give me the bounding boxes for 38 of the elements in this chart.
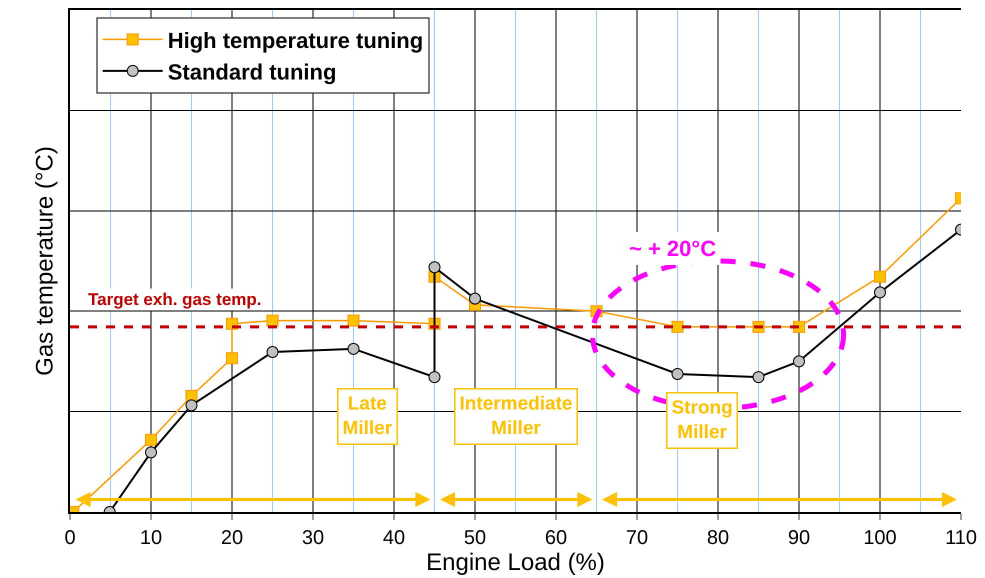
x-tick-label: 80 bbox=[706, 527, 730, 549]
point bbox=[266, 346, 278, 358]
point bbox=[145, 446, 157, 458]
legend-label: Standard tuning bbox=[168, 60, 336, 85]
x-tick-label: 10 bbox=[140, 527, 162, 549]
annotation: ~ + 20°C bbox=[629, 236, 716, 261]
point bbox=[348, 314, 360, 327]
point bbox=[226, 352, 238, 364]
point bbox=[348, 342, 360, 355]
x-tick-label: 50 bbox=[464, 527, 486, 549]
point bbox=[672, 320, 684, 333]
point bbox=[874, 270, 886, 283]
point bbox=[145, 434, 157, 446]
x-tick-label: 70 bbox=[626, 527, 648, 549]
legend-label: High temperature tuning bbox=[168, 28, 424, 53]
point bbox=[752, 371, 764, 384]
point bbox=[428, 371, 440, 384]
x-tick-label: 110 bbox=[945, 527, 977, 549]
x-tick-label: 100 bbox=[863, 527, 897, 549]
ref-line-label: Target exh. gas temp. bbox=[88, 290, 262, 309]
x-tick-label: 40 bbox=[382, 527, 406, 549]
x-tick-label: 30 bbox=[302, 527, 324, 549]
point bbox=[672, 368, 684, 380]
point bbox=[793, 355, 805, 368]
point bbox=[428, 261, 440, 274]
annotation: Strong Miller bbox=[672, 398, 733, 444]
point bbox=[186, 399, 198, 412]
annotation: Late Miller bbox=[342, 394, 393, 440]
x-tick-label: 60 bbox=[544, 527, 568, 549]
x-axis-title: Engine Load (%) bbox=[426, 549, 605, 576]
point bbox=[266, 314, 278, 327]
x-tick-label: 0 bbox=[64, 527, 76, 549]
point bbox=[874, 286, 886, 298]
x-tick-label: 90 bbox=[788, 527, 810, 549]
annotation: Intermediate Miller bbox=[460, 394, 572, 440]
y-axis-title: Gas temperature (°C) bbox=[32, 146, 59, 376]
point bbox=[469, 292, 481, 305]
x-tick-label: 20 bbox=[220, 527, 244, 549]
